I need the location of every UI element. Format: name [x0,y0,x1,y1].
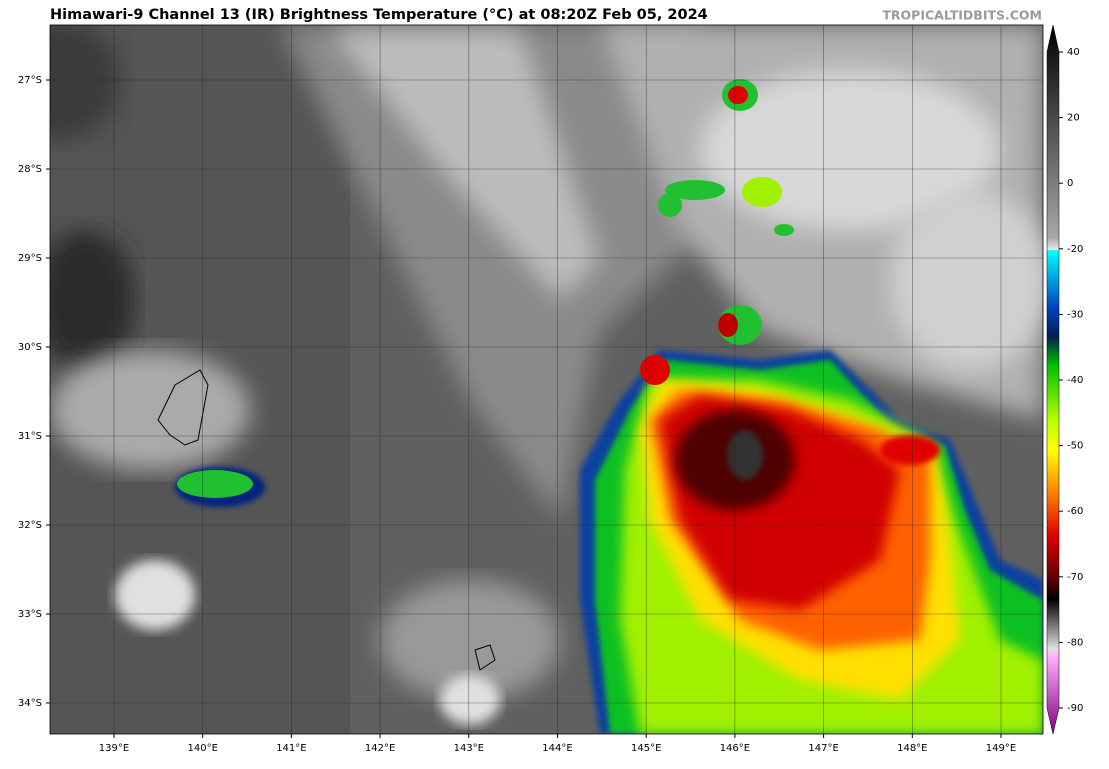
satellite-image [50,25,1043,734]
colorbar-label: -30 [1067,309,1083,320]
colorbar-label: -60 [1067,506,1083,517]
colorbar-label: 20 [1067,113,1080,124]
lat-label: 33°S [18,609,42,620]
lon-label: 149°E [986,743,1016,754]
lon-label: 147°E [808,743,838,754]
colorbar-label: -90 [1067,703,1083,714]
title: Himawari-9 Channel 13 (IR) Brightness Te… [50,7,708,23]
lat-label: 34°S [18,698,42,709]
lon-label: 145°E [631,743,661,754]
lat-label: 32°S [18,520,42,531]
lon-label: 143°E [454,743,484,754]
colorbar-label: 40 [1067,47,1080,58]
lat-label: 31°S [18,431,42,442]
lon-label: 144°E [542,743,572,754]
colorbar-label: -40 [1067,375,1083,386]
colorbar-label: -50 [1067,441,1083,452]
lat-label: 27°S [18,75,42,86]
colorbar [1046,24,1060,735]
lon-label: 139°E [99,743,129,754]
lon-label: 140°E [187,743,217,754]
lat-label: 29°S [18,253,42,264]
lat-label: 30°S [18,342,42,353]
colorbar-label: -70 [1067,572,1083,583]
lon-label: 142°E [365,743,395,754]
lon-label: 146°E [720,743,750,754]
source: TROPICALTIDBITS.COM [882,8,1042,23]
lon-label: 148°E [897,743,927,754]
lon-label: 141°E [276,743,306,754]
map-frame [49,24,1044,735]
colorbar-label: -80 [1067,637,1083,648]
colorbar-label: 0 [1067,178,1073,189]
lat-label: 28°S [18,164,42,175]
colorbar-label: -20 [1067,244,1083,255]
